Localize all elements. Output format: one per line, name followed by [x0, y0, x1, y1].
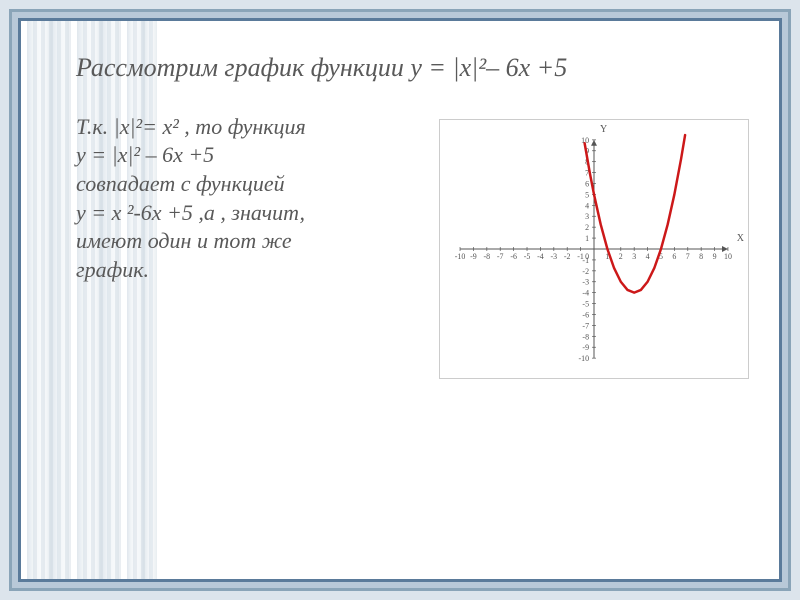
- svg-text:-6: -6: [582, 310, 589, 319]
- body-line: совпадает с функцией: [76, 170, 419, 199]
- svg-text:9: 9: [713, 252, 717, 261]
- svg-text:-2: -2: [564, 252, 571, 261]
- body-line: график.: [76, 256, 419, 285]
- svg-text:-3: -3: [582, 278, 589, 287]
- slide-title: Рассмотрим график функции y = |x|²– 6x +…: [76, 51, 749, 85]
- svg-text:0: 0: [585, 252, 589, 261]
- svg-text:8: 8: [699, 252, 703, 261]
- svg-text:-7: -7: [497, 252, 504, 261]
- svg-text:3: 3: [632, 252, 636, 261]
- body-line: y = |x|² – 6x +5: [76, 141, 419, 170]
- svg-text:3: 3: [585, 212, 589, 221]
- body-line: Т.к. |x|²= x² , то функция: [76, 113, 419, 142]
- svg-text:-6: -6: [510, 252, 517, 261]
- svg-text:1: 1: [585, 234, 589, 243]
- body-line: имеют один и тот же: [76, 227, 419, 256]
- body-text: Т.к. |x|²= x² , то функция y = |x|² – 6x…: [76, 113, 419, 379]
- svg-text:-10: -10: [578, 354, 589, 363]
- slide-content: Рассмотрим график функции y = |x|²– 6x +…: [76, 51, 749, 549]
- svg-text:4: 4: [646, 252, 650, 261]
- svg-text:-4: -4: [582, 288, 589, 297]
- svg-text:-5: -5: [524, 252, 531, 261]
- svg-text:4: 4: [585, 201, 589, 210]
- svg-text:6: 6: [672, 252, 676, 261]
- svg-text:10: 10: [724, 252, 732, 261]
- chart-svg: -10-9-8-7-6-5-4-3-2-112345678910-10-9-8-…: [440, 120, 748, 378]
- svg-text:-9: -9: [470, 252, 477, 261]
- body-line: y = x ²-6x +5 ,а , значит,: [76, 199, 419, 228]
- x-axis-label: X: [737, 233, 744, 244]
- svg-text:-5: -5: [582, 299, 589, 308]
- y-axis-label: Y: [600, 124, 607, 135]
- svg-text:2: 2: [619, 252, 623, 261]
- svg-text:2: 2: [585, 223, 589, 232]
- slide-frame: Рассмотрим график функции y = |x|²– 6x +…: [18, 18, 782, 582]
- svg-text:-10: -10: [455, 252, 466, 261]
- svg-text:-3: -3: [551, 252, 558, 261]
- function-chart: Y X -10-9-8-7-6-5-4-3-2-112345678910-10-…: [439, 119, 749, 379]
- svg-text:-4: -4: [537, 252, 544, 261]
- svg-text:5: 5: [585, 190, 589, 199]
- svg-text:7: 7: [686, 252, 690, 261]
- svg-text:-9: -9: [582, 343, 589, 352]
- svg-text:-8: -8: [582, 332, 589, 341]
- svg-text:-2: -2: [582, 267, 589, 276]
- svg-text:6: 6: [585, 179, 589, 188]
- svg-text:-7: -7: [582, 321, 589, 330]
- svg-text:-8: -8: [484, 252, 491, 261]
